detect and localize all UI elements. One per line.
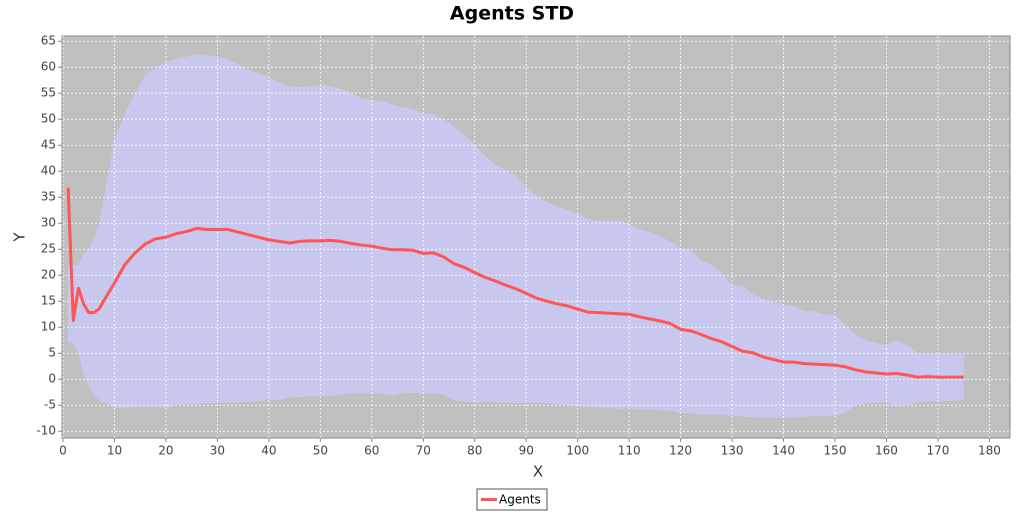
legend-label: Agents bbox=[499, 493, 541, 507]
chart-title: Agents STD bbox=[450, 3, 574, 25]
x-tick-label: 70 bbox=[416, 444, 431, 458]
y-tick-label: 5 bbox=[48, 346, 56, 360]
x-tick-label: 40 bbox=[261, 444, 276, 458]
x-tick-label: 80 bbox=[467, 444, 482, 458]
y-tick-label: 50 bbox=[41, 112, 56, 126]
x-tick-label: 130 bbox=[721, 444, 744, 458]
x-tick-label: 90 bbox=[519, 444, 534, 458]
x-axis-label: X bbox=[533, 463, 543, 481]
y-tick-label: 60 bbox=[41, 60, 56, 74]
x-tick-label: 100 bbox=[566, 444, 589, 458]
x-tick-label: 50 bbox=[313, 444, 328, 458]
x-tick-label: 180 bbox=[978, 444, 1001, 458]
y-tick-label: 55 bbox=[41, 86, 56, 100]
x-tick-label: 10 bbox=[107, 444, 122, 458]
x-tick-label: 30 bbox=[210, 444, 225, 458]
x-tick-label: 160 bbox=[875, 444, 898, 458]
y-tick-label: 35 bbox=[41, 190, 56, 204]
x-tick-label: 170 bbox=[926, 444, 949, 458]
x-tick-label: 0 bbox=[59, 444, 67, 458]
y-tick-label: 30 bbox=[41, 216, 56, 230]
x-tick-label: 120 bbox=[669, 444, 692, 458]
x-tick-label: 110 bbox=[618, 444, 641, 458]
line bbox=[66, 187, 964, 379]
y-tick-label: 45 bbox=[41, 138, 56, 152]
x-tick-label: 20 bbox=[158, 444, 173, 458]
y-tick-label: 25 bbox=[41, 242, 56, 256]
y-tick-label: -10 bbox=[36, 424, 56, 438]
x-tick-label: 140 bbox=[772, 444, 795, 458]
legend bbox=[476, 488, 548, 511]
y-tick-label: 0 bbox=[48, 372, 56, 386]
y-axis-label: Y bbox=[11, 232, 29, 243]
y-tick-label: 15 bbox=[41, 294, 56, 308]
y-tick-label: 65 bbox=[41, 34, 56, 48]
y-tick-label: 20 bbox=[41, 268, 56, 282]
x-tick-label: 150 bbox=[824, 444, 847, 458]
y-tick-label: 40 bbox=[41, 164, 56, 178]
y-tick-label: 10 bbox=[41, 320, 56, 334]
y-tick-label: -5 bbox=[44, 398, 56, 412]
x-tick-label: 60 bbox=[364, 444, 379, 458]
